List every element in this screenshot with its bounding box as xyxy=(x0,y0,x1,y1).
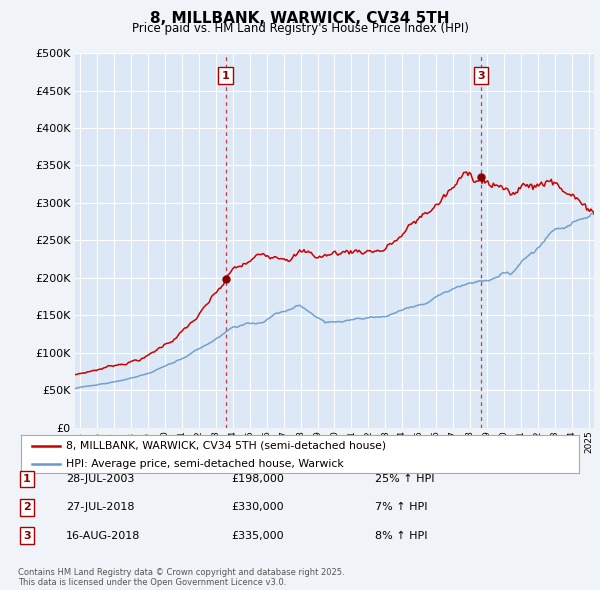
Text: Contains HM Land Registry data © Crown copyright and database right 2025.
This d: Contains HM Land Registry data © Crown c… xyxy=(18,568,344,587)
Text: 8, MILLBANK, WARWICK, CV34 5TH (semi-detached house): 8, MILLBANK, WARWICK, CV34 5TH (semi-det… xyxy=(65,441,386,451)
Text: £335,000: £335,000 xyxy=(231,531,284,540)
Text: £330,000: £330,000 xyxy=(231,503,284,512)
Text: 8% ↑ HPI: 8% ↑ HPI xyxy=(375,531,427,540)
Text: 28-JUL-2003: 28-JUL-2003 xyxy=(66,474,134,484)
Text: 3: 3 xyxy=(23,531,31,540)
Text: 8, MILLBANK, WARWICK, CV34 5TH: 8, MILLBANK, WARWICK, CV34 5TH xyxy=(150,11,450,25)
Text: HPI: Average price, semi-detached house, Warwick: HPI: Average price, semi-detached house,… xyxy=(65,458,343,468)
Text: 3: 3 xyxy=(477,71,485,81)
Text: 1: 1 xyxy=(23,474,31,484)
Text: 27-JUL-2018: 27-JUL-2018 xyxy=(66,503,134,512)
Text: 7% ↑ HPI: 7% ↑ HPI xyxy=(375,503,427,512)
Text: Price paid vs. HM Land Registry's House Price Index (HPI): Price paid vs. HM Land Registry's House … xyxy=(131,22,469,35)
Text: £198,000: £198,000 xyxy=(231,474,284,484)
Text: 16-AUG-2018: 16-AUG-2018 xyxy=(66,531,140,540)
Text: 2: 2 xyxy=(23,503,31,512)
Text: 1: 1 xyxy=(222,71,229,81)
Text: 25% ↑ HPI: 25% ↑ HPI xyxy=(375,474,434,484)
